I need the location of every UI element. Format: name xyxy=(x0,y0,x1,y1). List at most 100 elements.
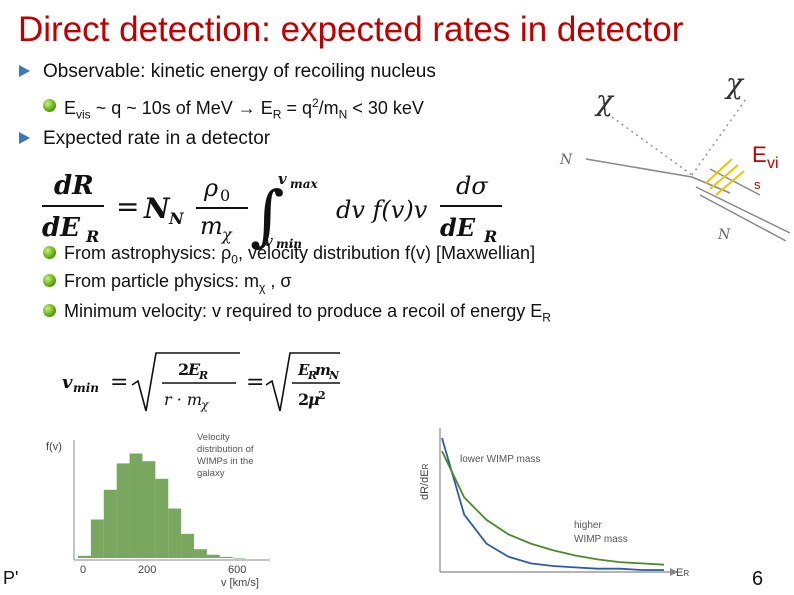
svg-text:R: R xyxy=(198,369,208,382)
minvel-pre: Minimum velocity: v required to produce … xyxy=(64,301,543,321)
evis-e: E xyxy=(64,98,77,118)
svg-text:min: min xyxy=(276,237,302,250)
incoming-wimp-line xyxy=(611,116,693,176)
fv-bar xyxy=(116,463,130,558)
bullet-evis: Evis ~ q ~ 10s of MeV → ER = q2/mN < 30 … xyxy=(43,96,424,122)
svg-text:=: = xyxy=(246,370,264,395)
rate-series-0 xyxy=(441,437,664,571)
fv-caption-3: WIMPs in the xyxy=(197,456,254,467)
evis-sup: 2 xyxy=(311,96,319,110)
fv-bar xyxy=(168,508,182,558)
evis-tail: < 30 keV xyxy=(347,98,424,118)
scattering-diagram: χ χ N N E vi s xyxy=(559,67,791,243)
svg-text:R: R xyxy=(307,369,317,382)
bullet-minvel: Minimum velocity: v required to produce … xyxy=(43,301,551,325)
fv-caption-1: Velocity xyxy=(197,432,230,443)
bullet-observable-text: Observable: kinetic energy of recoiling … xyxy=(43,61,436,82)
svg-text:R: R xyxy=(483,227,497,246)
page-number: 6 xyxy=(752,568,764,590)
nucleus-path-line xyxy=(691,176,731,194)
particle-sub: χ xyxy=(259,280,266,295)
astro-post: , velocity distribution f(v) [Maxwellian… xyxy=(237,243,536,263)
higher-mass-label-1: higher xyxy=(574,520,602,531)
svg-text:dE: dE xyxy=(440,213,476,242)
evis-mid: ~ q ~ 10s of MeV → E xyxy=(90,98,273,118)
rate-xlabel: ER xyxy=(676,567,689,579)
bullet-astro: From astrophysics: ρ0, velocity distribu… xyxy=(43,243,536,267)
evis-eq: = q xyxy=(281,98,312,118)
recoil-track-line-2 xyxy=(699,194,787,242)
svg-text:dv f(v)v: dv f(v)v xyxy=(336,196,428,224)
fv-bar xyxy=(78,555,91,558)
bullet-particle: From particle physics: mχ , σ xyxy=(43,271,292,295)
svg-text:E: E xyxy=(297,361,310,379)
fv-xtick-200: 200 xyxy=(138,564,156,576)
svg-text:m: m xyxy=(200,212,223,240)
recoil-track-line-3 xyxy=(709,168,761,196)
svg-text:r · m: r · m xyxy=(164,390,202,409)
rate-spectrum-plot: dR/dER lower WIMP mass higher WIMP mass … xyxy=(419,428,689,579)
fv-xtick-600: 600 xyxy=(228,564,246,576)
svg-text:min: min xyxy=(73,381,99,395)
dot-bullet-icon xyxy=(43,304,56,317)
svg-text:m: m xyxy=(315,361,331,379)
svg-text:dR: dR xyxy=(54,171,94,201)
svg-text:v: v xyxy=(264,232,273,250)
svg-text:χ: χ xyxy=(200,398,209,412)
svg-text:N: N xyxy=(143,192,171,225)
incoming-nucleus-line xyxy=(585,158,693,178)
svg-text:dE: dE xyxy=(42,213,81,243)
svg-text:E: E xyxy=(187,360,201,379)
fv-bar xyxy=(129,453,143,558)
chi-in-label: χ xyxy=(594,84,615,117)
nucleus-in-label: N xyxy=(559,152,573,168)
dot-bullet-icon xyxy=(43,99,56,112)
particle-post: , σ xyxy=(265,271,292,291)
fv-xtick-0: 0 xyxy=(80,564,86,576)
svg-text:0: 0 xyxy=(220,186,230,205)
rate-equation: dR dE R = N N ρ 0 m χ ∫ v max v min dv f… xyxy=(42,170,502,250)
rate-x-arrow-icon xyxy=(670,568,678,576)
lower-mass-label: lower WIMP mass xyxy=(460,454,540,465)
fv-xlabel: v [km/s] xyxy=(221,577,259,589)
rate-ylabel: dR/dER xyxy=(419,463,431,500)
evis-div: /m xyxy=(318,98,339,118)
svg-text:v: v xyxy=(278,170,287,188)
dot-bullet-icon xyxy=(43,246,56,259)
footer-text: P' xyxy=(3,568,19,588)
dot-bullet-icon xyxy=(43,274,56,287)
evis-label-vi: vi xyxy=(767,155,779,172)
evis-label-e: E xyxy=(752,142,767,167)
fv-bar xyxy=(142,461,156,558)
chi-out-label: χ xyxy=(724,67,745,100)
svg-text:2: 2 xyxy=(298,390,309,409)
svg-text:χ: χ xyxy=(221,225,233,244)
fv-bar xyxy=(181,533,195,558)
fv-ylabel: f(v) xyxy=(46,441,62,453)
fv-caption-2: distribution of xyxy=(197,444,254,455)
evis-label-s: s xyxy=(754,177,761,192)
svg-text:=: = xyxy=(116,190,139,223)
svg-text:=: = xyxy=(110,370,128,395)
fv-bar xyxy=(90,519,104,558)
slide-title: Direct detection: expected rates in dete… xyxy=(18,10,684,49)
svg-text:N: N xyxy=(168,209,185,228)
rate-series-1 xyxy=(441,450,665,566)
bullet-expected: Expected rate in a detector xyxy=(19,128,270,150)
energy-deposit-arrows-icon xyxy=(705,158,745,196)
fv-caption-4: galaxy xyxy=(197,468,225,479)
evis-sub: vis xyxy=(76,107,91,122)
fv-bar xyxy=(219,556,233,558)
svg-text:2: 2 xyxy=(178,360,189,379)
evis-sub-r: R xyxy=(272,107,282,122)
svg-text:v: v xyxy=(62,372,73,393)
svg-text:max: max xyxy=(290,177,318,191)
svg-text:2: 2 xyxy=(318,389,326,402)
fv-bar xyxy=(206,554,220,558)
svg-text:dσ: dσ xyxy=(456,172,488,200)
svg-text:ρ: ρ xyxy=(203,174,218,202)
recoil-track-line-1 xyxy=(695,186,791,234)
nucleus-out-label: N xyxy=(717,227,731,243)
fv-bar xyxy=(232,558,246,559)
fv-bar xyxy=(194,549,207,558)
